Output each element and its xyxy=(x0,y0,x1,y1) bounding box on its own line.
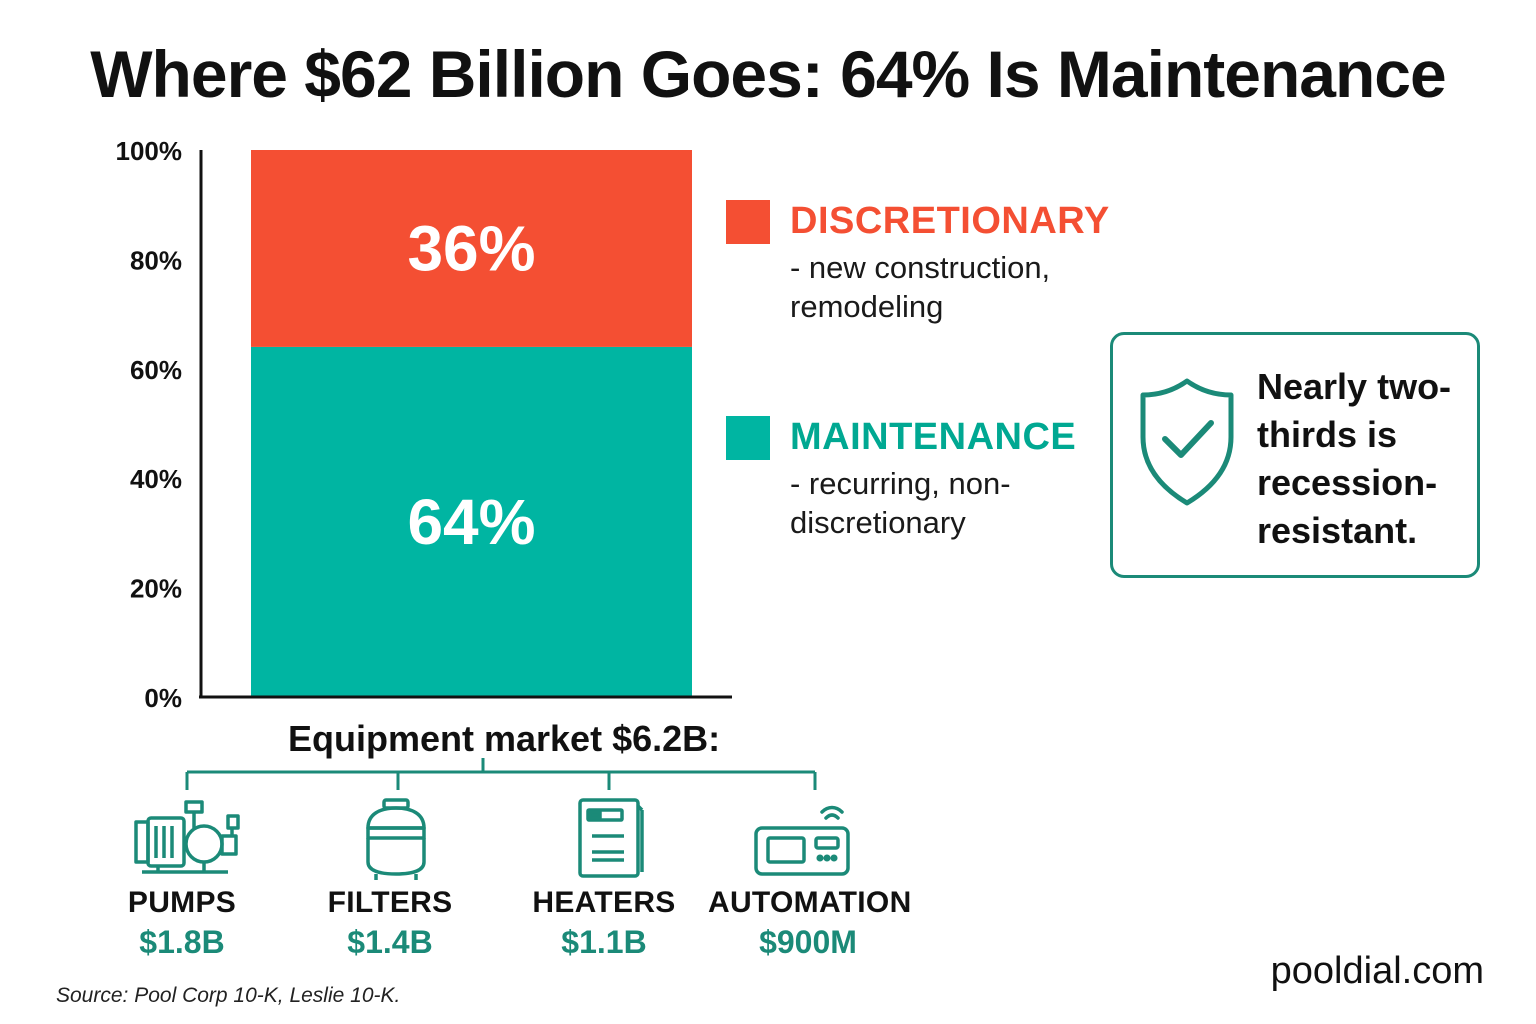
bar-segment-discretionary xyxy=(251,150,692,347)
y-tick-label: 40% xyxy=(130,464,182,494)
equipment-value: $900M xyxy=(759,924,857,960)
legend-desc-discretionary: - new construction, remodeling xyxy=(790,250,1051,324)
bar-segment-maintenance xyxy=(251,346,692,697)
equipment-value: $1.8B xyxy=(139,924,225,960)
pump-icon xyxy=(134,800,240,874)
equipment-tree-connector xyxy=(185,758,817,790)
equipment-item-heaters: HEATERS $1.1B xyxy=(504,886,704,961)
legend-desc-maintenance: - recurring, non-discretionary xyxy=(790,466,1011,540)
equipment-value: $1.1B xyxy=(561,924,647,960)
filter-icon xyxy=(366,798,426,880)
legend-swatch-maintenance xyxy=(726,416,770,460)
bar-data-label-discretionary: 36% xyxy=(407,212,535,284)
recession-callout-box: Nearly two-thirds is recession-resistant… xyxy=(1110,332,1480,578)
y-tick-label: 100% xyxy=(116,136,183,166)
site-url: pooldial.com xyxy=(1270,950,1484,992)
legend-title-discretionary: DISCRETIONARY xyxy=(790,200,1110,242)
shield-check-icon xyxy=(1140,378,1234,506)
y-tick-label: 80% xyxy=(130,245,182,275)
legend-title-maintenance: MAINTENANCE xyxy=(790,416,1077,458)
equipment-value: $1.4B xyxy=(347,924,433,960)
equipment-item-pumps: PUMPS $1.8B xyxy=(82,886,282,961)
source-note: Source: Pool Corp 10-K, Leslie 10-K. xyxy=(56,984,401,1007)
callout-text: Nearly two-thirds is recession-resistant… xyxy=(1257,366,1452,551)
equipment-item-filters: FILTERS $1.4B xyxy=(290,886,490,961)
equipment-name: FILTERS xyxy=(327,886,453,919)
equipment-item-automation: AUTOMATION $900M xyxy=(708,886,912,961)
bar-data-label-maintenance: 64% xyxy=(407,486,535,558)
chart-title: Where $62 Billion Goes: 64% Is Maintenan… xyxy=(90,37,1446,111)
automation-icon xyxy=(754,805,850,876)
equipment-name: HEATERS xyxy=(532,886,676,919)
equipment-name: PUMPS xyxy=(127,886,237,919)
y-tick-label: 20% xyxy=(130,574,182,604)
equipment-name: AUTOMATION xyxy=(708,886,912,919)
legend-swatch-discretionary xyxy=(726,200,770,244)
y-tick-label: 0% xyxy=(144,683,182,713)
equipment-market-title: Equipment market $6.2B: xyxy=(288,718,721,759)
y-tick-label: 60% xyxy=(130,355,182,385)
heater-icon xyxy=(578,798,644,878)
